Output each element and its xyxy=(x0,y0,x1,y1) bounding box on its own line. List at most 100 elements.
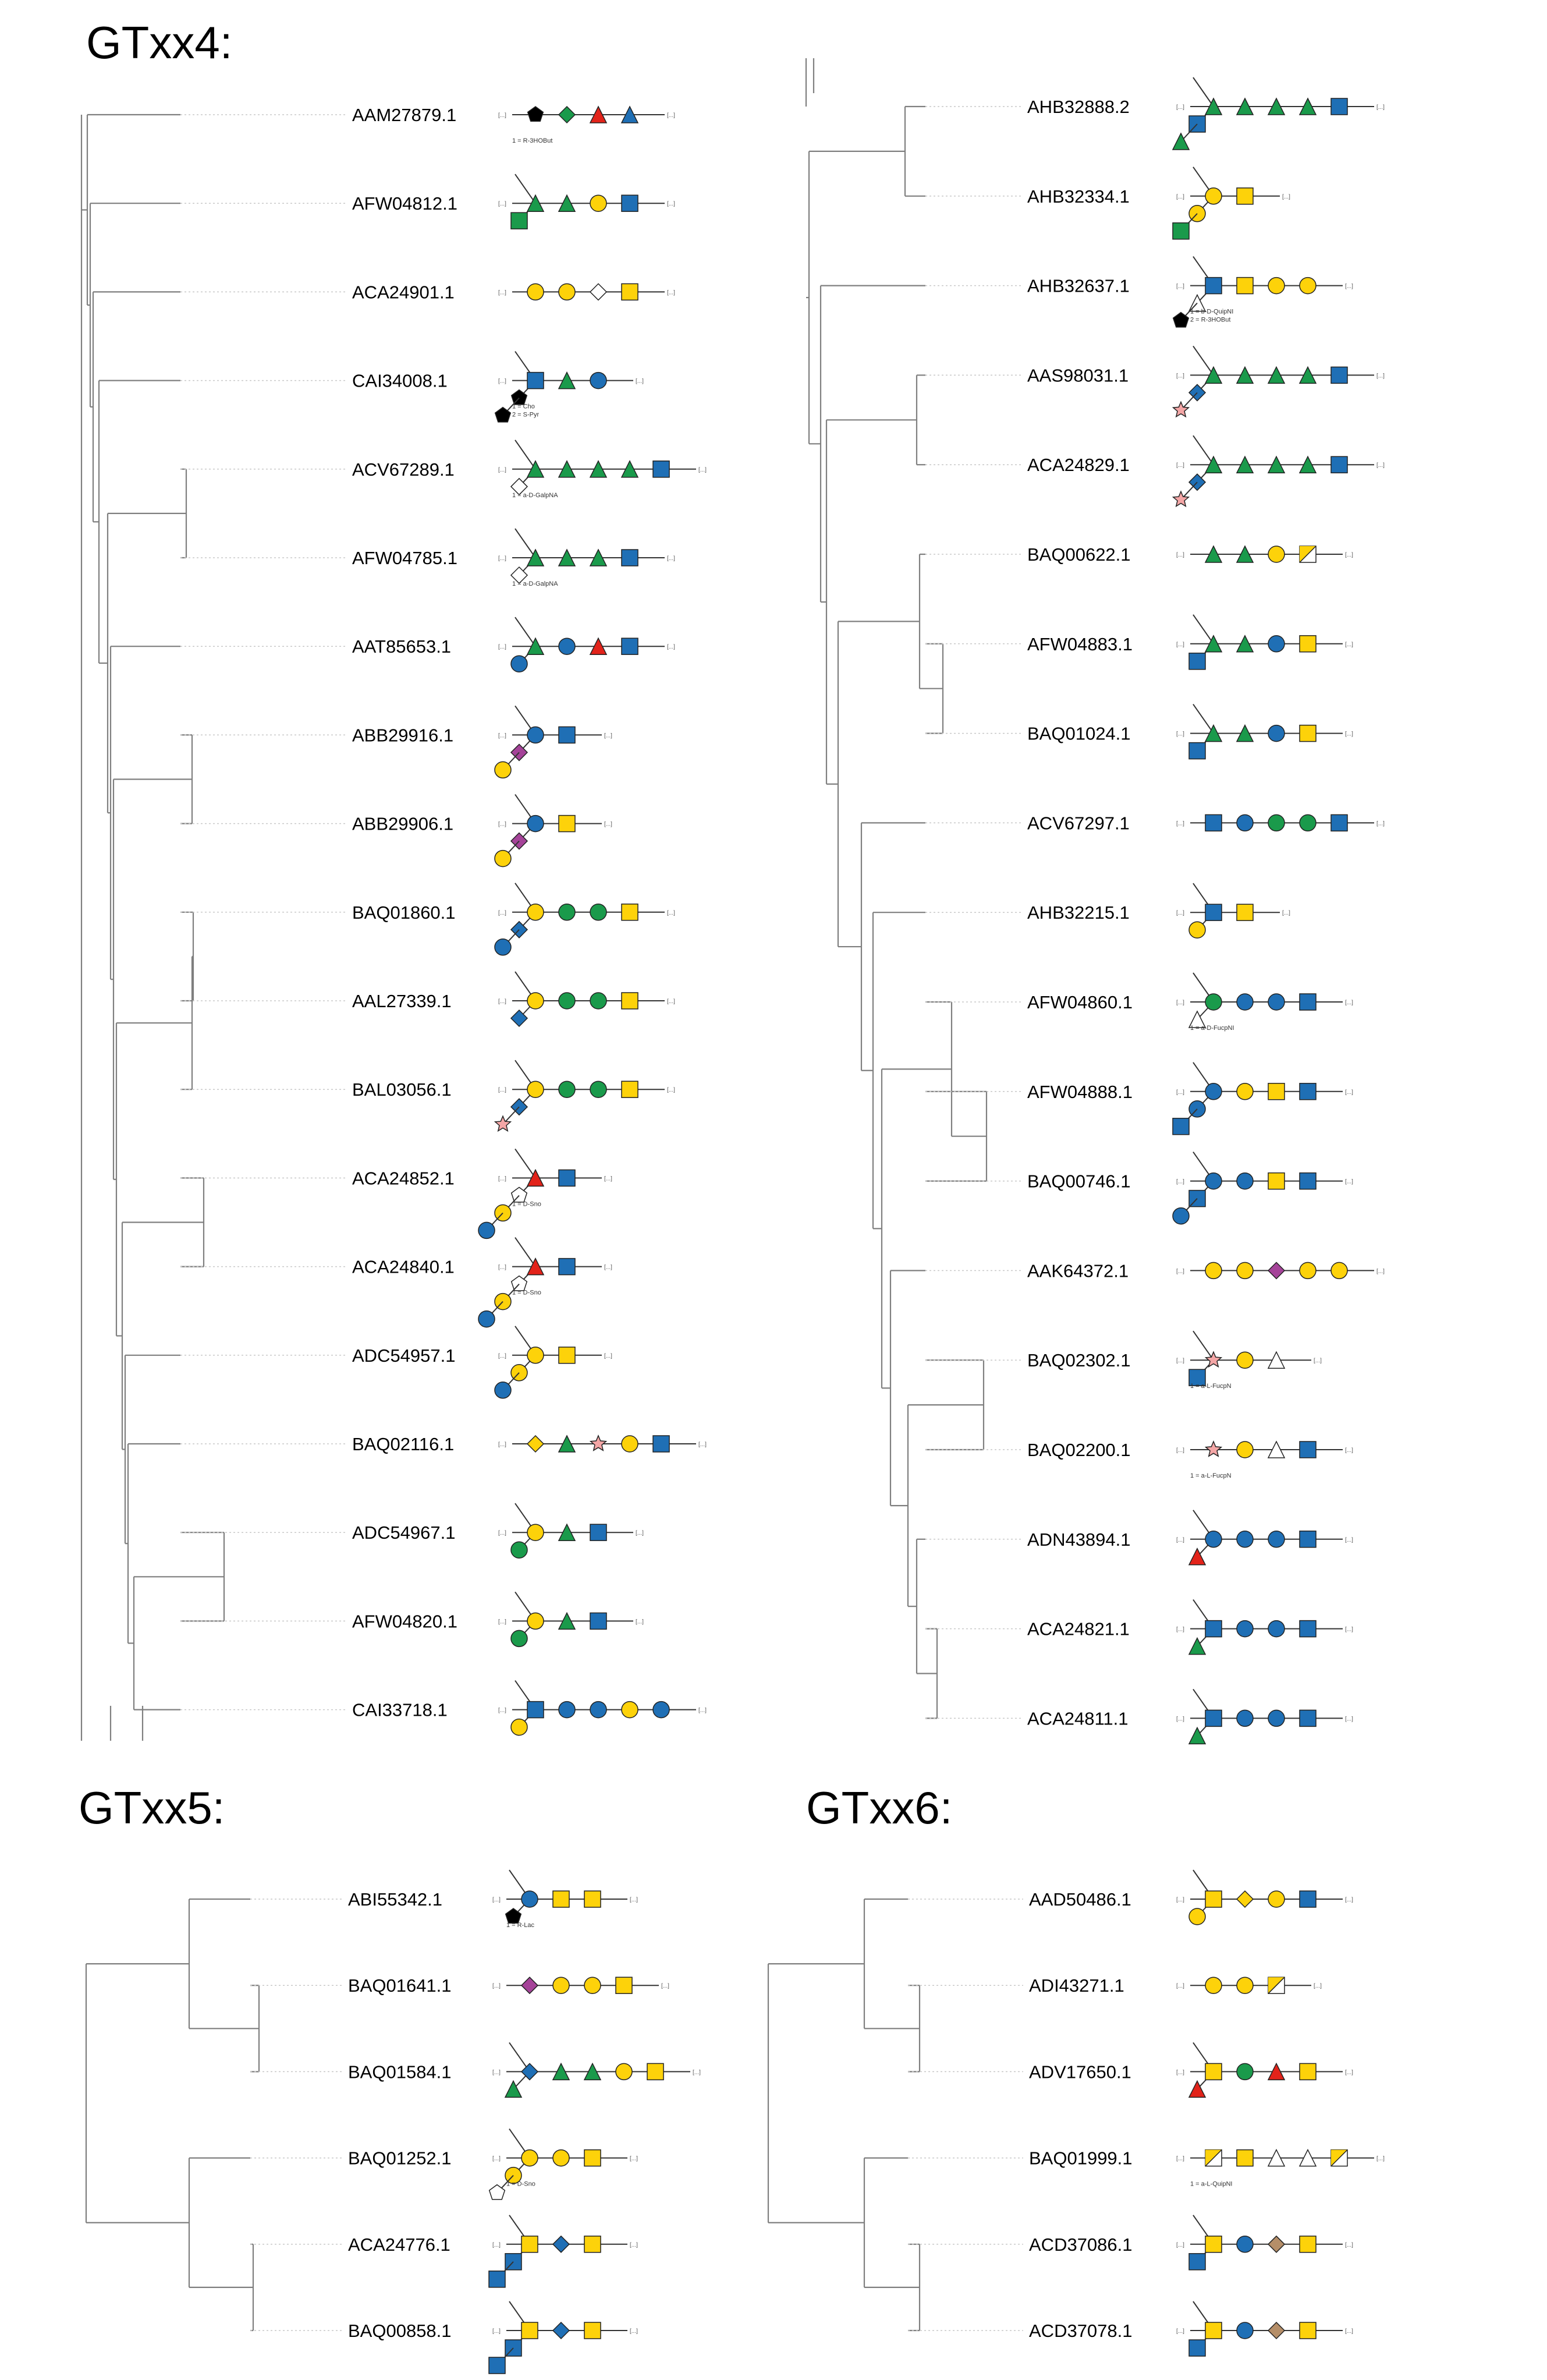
glycan-end-bracket: [...] xyxy=(1345,1627,1353,1633)
glycan-circle-yellow xyxy=(521,2149,538,2167)
glycan-end-bracket: [...] xyxy=(698,1442,707,1448)
glycan-branch-link xyxy=(1193,345,1214,376)
glycan-end-bracket: [...] xyxy=(1345,2328,1353,2335)
glycan-diamond-white xyxy=(510,477,528,495)
glycan-end-bracket: [...] xyxy=(492,2069,501,2076)
glycan-branch-link xyxy=(1193,435,1214,465)
glycan-end-bracket: [...] xyxy=(498,910,506,916)
glycan-triangle-green xyxy=(620,460,639,478)
glycan-end-bracket: [...] xyxy=(498,1442,506,1448)
glycan-end-bracket: [...] xyxy=(1376,104,1385,111)
glycan-triangle-green xyxy=(504,2080,523,2098)
glycan-end-bracket: [...] xyxy=(498,201,506,207)
glycan-end-bracket: [...] xyxy=(1282,910,1290,916)
glycan-triangle-green xyxy=(1267,366,1286,384)
glycan-circle-blue xyxy=(1268,993,1285,1011)
glycan-square-yellow xyxy=(615,1977,633,1994)
glycan-diamond-blue xyxy=(510,1009,528,1028)
glycan-end-bracket: [...] xyxy=(1176,2328,1184,2335)
glycan-circle-blue xyxy=(558,1701,576,1719)
glycan-end-bracket: [...] xyxy=(661,1983,669,1989)
glycan-square-blue xyxy=(488,2357,506,2374)
glycan-circle-blue xyxy=(1268,1709,1285,1727)
glycan-note: 2 = R-3HOBut xyxy=(1190,317,1230,324)
glycan-pentagon-black xyxy=(527,106,544,122)
glycan-end-bracket: [...] xyxy=(604,732,612,739)
glycan-circle-blue xyxy=(590,1701,607,1719)
glycan-triangle-green xyxy=(1172,132,1190,150)
glycan-end-bracket: [...] xyxy=(1345,1897,1353,1903)
leaf-label: ADI43271.1 xyxy=(1029,1975,1124,1996)
glycan-end-bracket: [...] xyxy=(1345,1716,1353,1722)
glycan-circle-yellow xyxy=(1236,1262,1254,1280)
glycan-square-blue xyxy=(1205,277,1222,295)
glycan-structure: [...] [...] xyxy=(1176,1262,1385,1280)
glycan-note: 1 = b-D-QuipNI xyxy=(1190,309,1233,316)
glycan-end-bracket: [...] xyxy=(1282,194,1290,200)
glycan-note: 1 = a-L-FucpN xyxy=(1190,1472,1232,1479)
glycan-structure: [...] [...] xyxy=(1176,883,1290,938)
glycan-branch-link xyxy=(515,617,536,647)
glycan-circle-green xyxy=(590,992,607,1010)
glycan-structure: [...] [...] xyxy=(1172,1152,1353,1225)
glycan-note: 1 = a-L-FucpN xyxy=(1190,1383,1232,1390)
glycan-end-bracket: [...] xyxy=(1176,1089,1184,1096)
glycan-end-bracket: [...] xyxy=(1176,194,1184,200)
glycan-diamond-yellow xyxy=(1236,1890,1254,1908)
glycan-structure: [...] [...] xyxy=(1172,1062,1353,1135)
glycan-square-blue xyxy=(652,461,670,478)
glycan-end-bracket: [...] xyxy=(636,1530,644,1536)
glycan-square-blue xyxy=(621,638,638,655)
glycan-branch-link xyxy=(515,440,536,470)
glycan-square-yellow xyxy=(584,2236,601,2253)
glycan-square-blue xyxy=(1330,814,1348,832)
glycan-circle-blue xyxy=(494,1382,512,1399)
leaf-label: ACD37086.1 xyxy=(1029,2234,1133,2255)
glycan-square-yellow xyxy=(621,904,638,921)
glycan-square-half xyxy=(1330,2149,1348,2167)
leaf-label: AFW04812.1 xyxy=(352,193,457,214)
glycan-square-blue xyxy=(1299,1709,1317,1727)
glycan-branch-link xyxy=(1193,704,1214,734)
glycan-structure: [...] [...] xyxy=(1176,545,1353,563)
glycan-square-half xyxy=(1268,1977,1285,1994)
tree-branches xyxy=(80,58,988,2332)
glycan-diamond-yellow xyxy=(526,1435,545,1453)
panel-title-gtxx6: GTxx6: xyxy=(806,1782,953,1833)
glycan-circle-yellow xyxy=(494,849,512,867)
glycan-end-bracket: [...] xyxy=(1176,104,1184,111)
glycan-triangle-green xyxy=(558,1612,576,1630)
glycan-square-blue xyxy=(558,1169,576,1187)
glycan-triangle-white xyxy=(1188,1010,1207,1028)
glycan-end-bracket: [...] xyxy=(1345,1447,1353,1454)
glycan-end-bracket: [...] xyxy=(1176,1537,1184,1543)
glycan-triangle-green xyxy=(1204,545,1223,563)
glycan-circle-yellow xyxy=(1236,1977,1254,1994)
glycan-circle-yellow xyxy=(510,1718,528,1736)
glycan-circle-yellow xyxy=(1236,1351,1254,1369)
glycan-circle-yellow xyxy=(1236,1083,1254,1100)
glycan-end-bracket: [...] xyxy=(693,2069,701,2076)
glycan-end-bracket: [...] xyxy=(604,1265,612,1271)
glycan-end-bracket: [...] xyxy=(667,998,675,1005)
glycan-circle-blue xyxy=(652,1701,670,1719)
glycan-structure: [...] [...] xyxy=(1176,614,1353,670)
glycan-diamond-brown xyxy=(1267,2235,1286,2253)
leaf-labels: AAM27879.1 AFW04812.1 ACA24901.1 CAI34008.1… xyxy=(348,97,1133,2341)
leaf-label: AAT85653.1 xyxy=(352,636,451,657)
glycan-square-blue xyxy=(1330,456,1348,473)
glycan-square-yellow xyxy=(621,992,638,1010)
glycan-square-blue xyxy=(1205,814,1222,832)
glycan-structure: [...] [...] xyxy=(1176,1510,1353,1566)
glycan-end-bracket: [...] xyxy=(492,2242,501,2248)
panel-title-gtxx5: GTxx5: xyxy=(79,1782,225,1833)
glycan-diamond-blue xyxy=(552,2321,570,2340)
leaf-label: BAQ01024.1 xyxy=(1027,724,1131,744)
leaf-label: ACA24901.1 xyxy=(352,282,455,302)
glycan-square-half xyxy=(1205,2149,1222,2167)
leaf-label: CAI34008.1 xyxy=(352,371,448,391)
glycan-end-bracket: [...] xyxy=(1376,462,1385,469)
glycan-end-bracket: [...] xyxy=(498,732,506,739)
glycan-end-bracket: [...] xyxy=(1176,1627,1184,1633)
glycan-square-blue xyxy=(558,1258,576,1276)
